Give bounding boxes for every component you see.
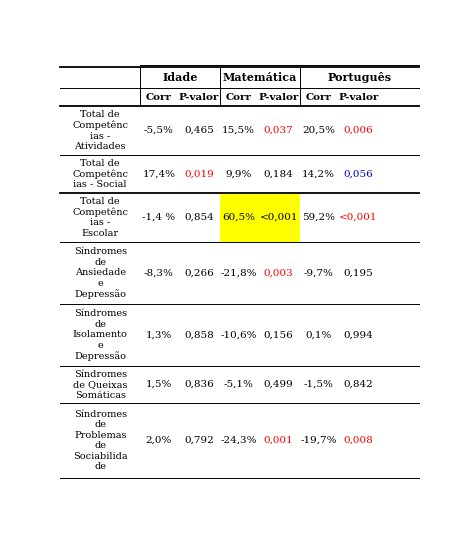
Text: -1,4 %: -1,4 %: [142, 213, 176, 222]
Text: 60,5%: 60,5%: [222, 213, 255, 222]
Text: Português: Português: [328, 72, 392, 83]
Text: Matemática: Matemática: [223, 72, 297, 83]
Text: -19,7%: -19,7%: [300, 436, 337, 445]
Text: -9,7%: -9,7%: [304, 268, 334, 278]
Text: 0,858: 0,858: [184, 330, 214, 340]
Text: 0,499: 0,499: [264, 380, 293, 389]
Text: <0,001: <0,001: [339, 213, 378, 222]
Text: P-valor: P-valor: [258, 93, 299, 101]
Text: 0,465: 0,465: [184, 126, 214, 135]
Text: Síndromes
de
Problemas
de
Sociabilida
de: Síndromes de Problemas de Sociabilida de: [73, 410, 127, 471]
Text: 1,3%: 1,3%: [146, 330, 172, 340]
Text: 0,019: 0,019: [184, 169, 214, 178]
Text: 17,4%: 17,4%: [142, 169, 176, 178]
Text: Idade: Idade: [162, 72, 197, 83]
Text: Corr: Corr: [226, 93, 252, 101]
Bar: [220, 192, 300, 242]
Text: 0,266: 0,266: [184, 268, 214, 278]
Text: Total de
Competênc
ias - Social: Total de Competênc ias - Social: [72, 159, 128, 189]
Text: 0,001: 0,001: [264, 436, 293, 445]
Text: -21,8%: -21,8%: [220, 268, 257, 278]
Text: 0,056: 0,056: [344, 169, 373, 178]
Text: P-valor: P-valor: [338, 93, 379, 101]
Text: 0,842: 0,842: [344, 380, 373, 389]
Text: <0,001: <0,001: [259, 213, 298, 222]
Text: 20,5%: 20,5%: [302, 126, 335, 135]
Text: 2,0%: 2,0%: [146, 436, 172, 445]
Text: 0,037: 0,037: [264, 126, 293, 135]
Text: P-valor: P-valor: [179, 93, 219, 101]
Text: Síndromes
de
Isolamento
e
Depressão: Síndromes de Isolamento e Depressão: [73, 309, 128, 361]
Text: 0,792: 0,792: [184, 436, 214, 445]
Text: 0,156: 0,156: [264, 330, 293, 340]
Text: 0,1%: 0,1%: [305, 330, 332, 340]
Text: -5,5%: -5,5%: [144, 126, 174, 135]
Text: -5,1%: -5,1%: [224, 380, 254, 389]
Text: 0,854: 0,854: [184, 213, 214, 222]
Text: 0,184: 0,184: [264, 169, 293, 178]
Text: -1,5%: -1,5%: [304, 380, 334, 389]
Text: -10,6%: -10,6%: [220, 330, 257, 340]
Text: 0,836: 0,836: [184, 380, 214, 389]
Text: Corr: Corr: [146, 93, 172, 101]
Text: Corr: Corr: [306, 93, 331, 101]
Text: 15,5%: 15,5%: [222, 126, 255, 135]
Text: Total de
Competênc
ias -
Atividades: Total de Competênc ias - Atividades: [72, 110, 128, 151]
Text: 0,003: 0,003: [264, 268, 293, 278]
Text: 0,195: 0,195: [344, 268, 373, 278]
Text: -8,3%: -8,3%: [144, 268, 174, 278]
Text: 0,008: 0,008: [344, 436, 373, 445]
Text: Síndromes
de
Ansiedade
e
Depressão: Síndromes de Ansiedade e Depressão: [73, 247, 127, 299]
Text: 59,2%: 59,2%: [302, 213, 335, 222]
Text: Total de
Competênc
ias -
Escolar: Total de Competênc ias - Escolar: [72, 197, 128, 238]
Text: 14,2%: 14,2%: [302, 169, 335, 178]
Text: 0,994: 0,994: [344, 330, 373, 340]
Text: -24,3%: -24,3%: [220, 436, 257, 445]
Text: 9,9%: 9,9%: [226, 169, 252, 178]
Text: Síndromes
de Queixas
Somáticas: Síndromes de Queixas Somáticas: [73, 370, 127, 399]
Text: 0,006: 0,006: [344, 126, 373, 135]
Text: 1,5%: 1,5%: [146, 380, 172, 389]
